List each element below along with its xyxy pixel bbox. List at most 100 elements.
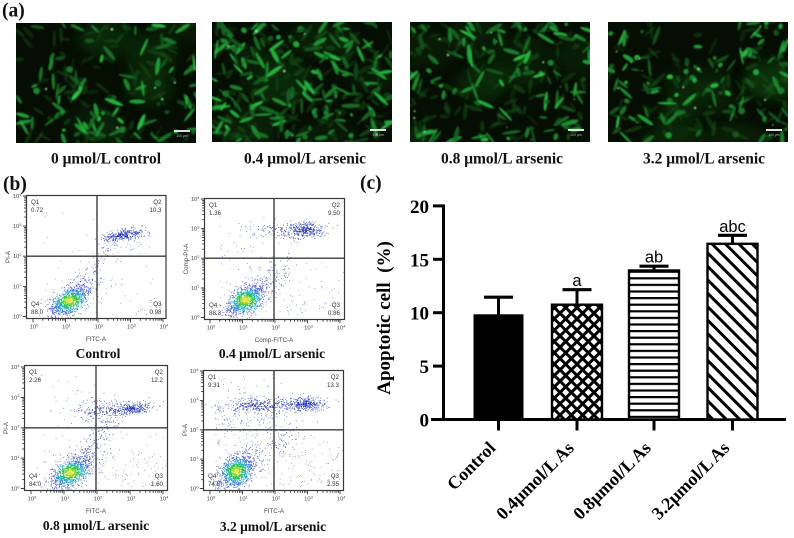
svg-text:104: 104: [337, 494, 346, 502]
svg-text:Q3: Q3: [331, 473, 340, 480]
svg-text:101: 101: [62, 322, 71, 330]
svg-text:Q2: Q2: [331, 374, 340, 381]
svg-text:101: 101: [239, 323, 248, 331]
svg-text:Q1: Q1: [29, 369, 38, 376]
svg-text:74.8: 74.8: [208, 481, 221, 488]
svg-text:Q1: Q1: [209, 202, 218, 209]
svg-text:100: 100: [207, 494, 216, 502]
svg-text:102: 102: [11, 424, 20, 432]
svg-text:0.98: 0.98: [149, 309, 162, 316]
svg-text:100 μm: 100 μm: [372, 133, 384, 137]
svg-text:104: 104: [191, 195, 200, 203]
svg-text:Q4: Q4: [209, 302, 218, 309]
svg-text:101: 101: [61, 494, 70, 502]
svg-text:0.86: 0.86: [328, 310, 341, 317]
svg-text:100 μm: 100 μm: [570, 133, 582, 137]
svg-text:ab: ab: [645, 249, 663, 267]
svg-text:Q1: Q1: [208, 374, 217, 381]
svg-text:104: 104: [160, 322, 169, 330]
svg-text:103: 103: [11, 393, 20, 401]
svg-text:100: 100: [207, 323, 216, 331]
svg-text:Q4: Q4: [31, 301, 40, 308]
svg-text:PI-A: PI-A: [5, 250, 12, 263]
svg-text:10: 10: [410, 304, 429, 325]
svg-text:102: 102: [95, 322, 104, 330]
svg-text:101: 101: [191, 284, 200, 292]
svg-text:88.3: 88.3: [209, 310, 222, 317]
svg-text:0.4 μmol/L arsenic: 0.4 μmol/L arsenic: [244, 151, 366, 168]
svg-text:FITC-A: FITC-A: [86, 508, 107, 515]
svg-text:88.0: 88.0: [31, 309, 44, 316]
svg-text:20: 20: [410, 197, 429, 218]
svg-text:abc: abc: [719, 218, 746, 236]
svg-text:3.2 μmol/L arsenic: 3.2 μmol/L arsenic: [220, 519, 326, 534]
svg-text:101: 101: [13, 282, 22, 290]
svg-text:Comp-FITC-A: Comp-FITC-A: [255, 337, 294, 344]
svg-text:1.36: 1.36: [209, 210, 222, 217]
svg-text:103: 103: [127, 494, 136, 502]
svg-text:PI-A: PI-A: [182, 423, 189, 436]
svg-text:Q2: Q2: [155, 369, 164, 376]
svg-text:100: 100: [28, 494, 37, 502]
svg-text:2.55: 2.55: [327, 481, 340, 488]
svg-text:3.2 μmol/L arsenic: 3.2 μmol/L arsenic: [643, 151, 765, 168]
svg-text:Q4: Q4: [208, 473, 217, 480]
svg-text:2.26: 2.26: [29, 377, 42, 384]
svg-text:102: 102: [272, 323, 281, 331]
svg-text:9.50: 9.50: [328, 210, 341, 217]
svg-text:100 μm: 100 μm: [768, 133, 780, 137]
svg-text:100 μm: 100 μm: [176, 134, 188, 138]
svg-text:102: 102: [191, 254, 200, 262]
svg-text:103: 103: [127, 322, 136, 330]
svg-text:a: a: [572, 272, 582, 290]
svg-text:9.31: 9.31: [208, 382, 221, 389]
svg-text:104: 104: [11, 363, 20, 371]
svg-text:103: 103: [190, 396, 199, 404]
svg-text:Q4: Q4: [29, 473, 38, 480]
svg-text:Q2: Q2: [153, 199, 162, 206]
svg-text:5: 5: [420, 357, 430, 378]
svg-text:102: 102: [272, 494, 281, 502]
svg-text:(a): (a): [2, 1, 25, 22]
svg-text:Q3: Q3: [153, 301, 162, 308]
svg-text:15: 15: [410, 250, 429, 271]
svg-text:FITC-A: FITC-A: [86, 336, 107, 343]
svg-text:0: 0: [420, 411, 430, 432]
svg-text:1.60: 1.60: [151, 481, 164, 488]
svg-text:FITC-A: FITC-A: [264, 508, 285, 515]
svg-text:104: 104: [13, 192, 22, 200]
svg-text:0 μmol/L control: 0 μmol/L control: [51, 151, 162, 168]
svg-text:104: 104: [190, 367, 199, 375]
svg-text:(b): (b): [3, 174, 27, 195]
svg-text:(c): (c): [360, 173, 382, 194]
svg-text:84.0: 84.0: [29, 481, 42, 488]
svg-text:104: 104: [337, 323, 346, 331]
svg-text:103: 103: [191, 224, 200, 232]
svg-text:100: 100: [191, 313, 200, 321]
svg-text:102: 102: [94, 494, 103, 502]
svg-text:Apoptotic cell (%): Apoptotic cell (%): [374, 241, 395, 395]
svg-text:103: 103: [13, 222, 22, 230]
svg-text:0.4 μmol/L arsenic: 0.4 μmol/L arsenic: [219, 346, 325, 361]
svg-text:103: 103: [304, 494, 313, 502]
svg-text:12.2: 12.2: [151, 377, 164, 384]
svg-text:100: 100: [30, 322, 39, 330]
svg-text:0.8 μmol/L arsenic: 0.8 μmol/L arsenic: [441, 151, 563, 168]
svg-text:Comp-PI-A: Comp-PI-A: [183, 243, 190, 274]
svg-text:101: 101: [11, 454, 20, 462]
svg-text:102: 102: [13, 252, 22, 260]
svg-text:104: 104: [160, 494, 169, 502]
svg-text:100: 100: [190, 484, 199, 492]
svg-text:100: 100: [13, 312, 22, 320]
svg-text:0.72: 0.72: [31, 207, 44, 214]
svg-text:101: 101: [190, 455, 199, 463]
svg-text:Control: Control: [76, 346, 121, 361]
svg-text:Q1: Q1: [31, 199, 40, 206]
svg-text:Q3: Q3: [155, 473, 164, 480]
svg-text:101: 101: [239, 494, 248, 502]
svg-text:102: 102: [190, 426, 199, 434]
svg-text:103: 103: [304, 323, 313, 331]
svg-text:100: 100: [11, 484, 20, 492]
svg-text:10.3: 10.3: [149, 207, 162, 214]
svg-text:13.3: 13.3: [327, 382, 340, 389]
